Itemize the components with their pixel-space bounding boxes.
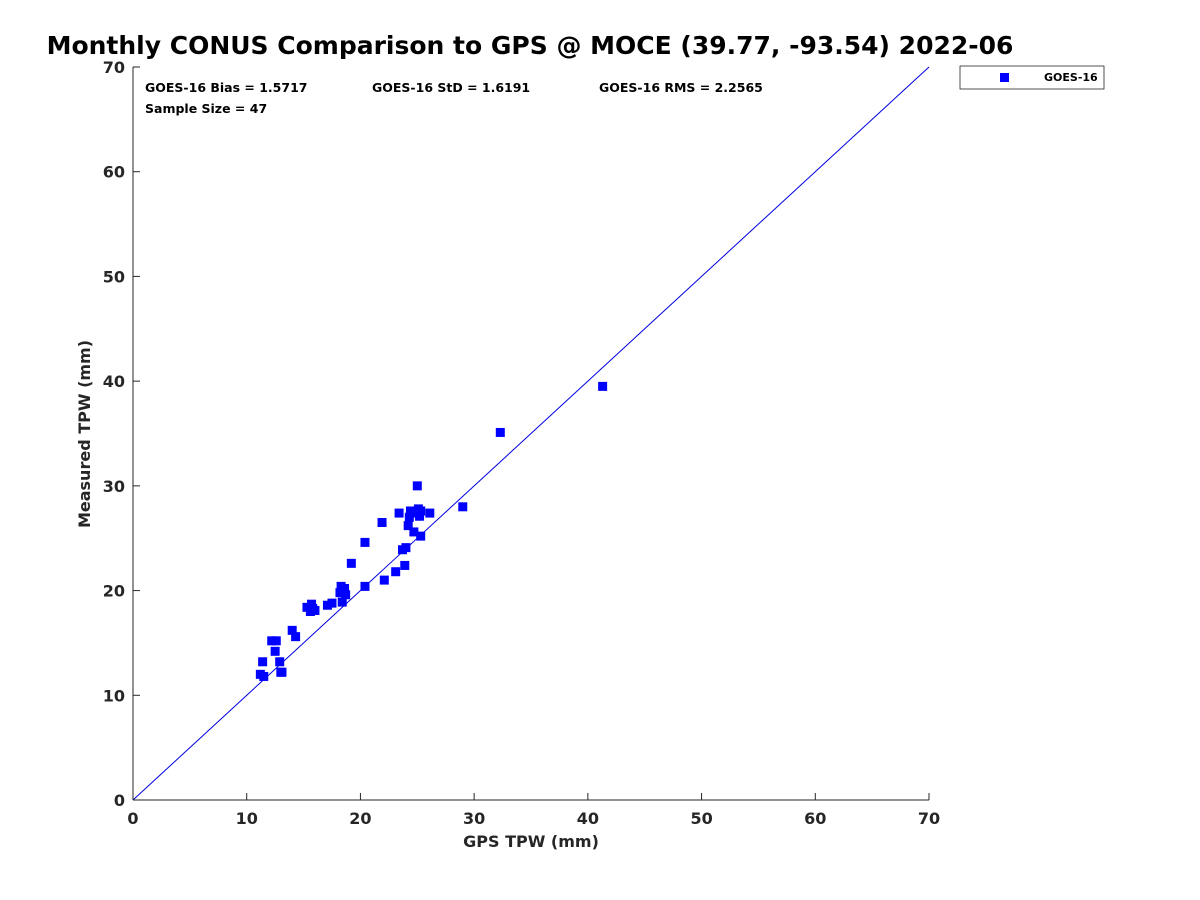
data-point xyxy=(335,588,345,598)
data-point xyxy=(495,427,505,437)
x-tick-label: 20 xyxy=(349,809,371,828)
y-tick-label: 50 xyxy=(103,267,125,286)
data-point xyxy=(404,512,414,522)
x-tick-label: 70 xyxy=(918,809,940,828)
legend-marker-goes16 xyxy=(1000,73,1009,82)
x-axis-ticks: 0 10 20 30 40 50 60 70 xyxy=(127,793,940,828)
data-point xyxy=(346,558,356,568)
x-tick-label: 0 xyxy=(127,809,138,828)
data-point xyxy=(377,518,387,528)
data-point xyxy=(403,521,413,531)
data-point xyxy=(267,636,277,646)
data-point xyxy=(598,381,608,391)
y-tick-label: 60 xyxy=(103,163,125,182)
y-tick-label: 20 xyxy=(103,582,125,601)
data-point xyxy=(391,567,401,577)
data-point xyxy=(327,598,337,608)
data-point xyxy=(341,590,351,600)
y-axis-label: Measured TPW (mm) xyxy=(75,340,94,528)
data-point xyxy=(310,605,320,615)
data-point xyxy=(360,581,370,591)
y-tick-label: 40 xyxy=(103,372,125,391)
data-point xyxy=(415,511,425,521)
data-point xyxy=(416,531,426,541)
chart-title: Monthly CONUS Comparison to GPS @ MOCE (… xyxy=(47,31,1014,60)
y-tick-label: 0 xyxy=(114,791,125,810)
data-point xyxy=(322,600,332,610)
y-tick-label: 30 xyxy=(103,477,125,496)
data-point xyxy=(275,657,285,667)
data-point xyxy=(259,671,269,681)
data-point xyxy=(416,506,426,516)
data-point xyxy=(287,625,297,635)
stat-bias: GOES-16 Bias = 1.5717 xyxy=(145,80,307,95)
y-axis-ticks: 0 10 20 30 40 50 60 70 xyxy=(103,58,140,810)
x-tick-label: 60 xyxy=(804,809,826,828)
y-tick-label: 10 xyxy=(103,686,125,705)
data-point xyxy=(401,543,411,553)
data-point xyxy=(405,506,415,516)
stat-sample-size: Sample Size = 47 xyxy=(145,101,267,116)
legend-box xyxy=(959,65,1105,90)
data-point xyxy=(271,636,281,646)
data-point xyxy=(258,657,268,667)
legend-label-goes16: GOES-16 xyxy=(1044,71,1098,84)
data-point xyxy=(412,481,422,491)
stat-rms: GOES-16 RMS = 2.2565 xyxy=(599,80,763,95)
data-point xyxy=(379,575,389,585)
legend: GOES-16 xyxy=(959,65,1105,90)
data-point xyxy=(270,646,280,656)
x-tick-label: 10 xyxy=(236,809,258,828)
x-tick-label: 50 xyxy=(690,809,712,828)
data-point xyxy=(425,508,435,518)
data-point xyxy=(409,527,419,537)
data-points-layer xyxy=(255,381,608,681)
data-point xyxy=(291,632,301,642)
data-point xyxy=(400,560,410,570)
data-point xyxy=(458,502,468,512)
y-tick-label: 70 xyxy=(103,58,125,77)
stat-std: GOES-16 StD = 1.6191 xyxy=(372,80,530,95)
data-point xyxy=(360,537,370,547)
data-point xyxy=(277,667,287,677)
x-axis-label: GPS TPW (mm) xyxy=(463,832,599,851)
x-tick-label: 30 xyxy=(463,809,485,828)
x-tick-label: 40 xyxy=(577,809,599,828)
data-point xyxy=(337,597,347,607)
data-point xyxy=(340,583,350,593)
data-point xyxy=(394,508,404,518)
